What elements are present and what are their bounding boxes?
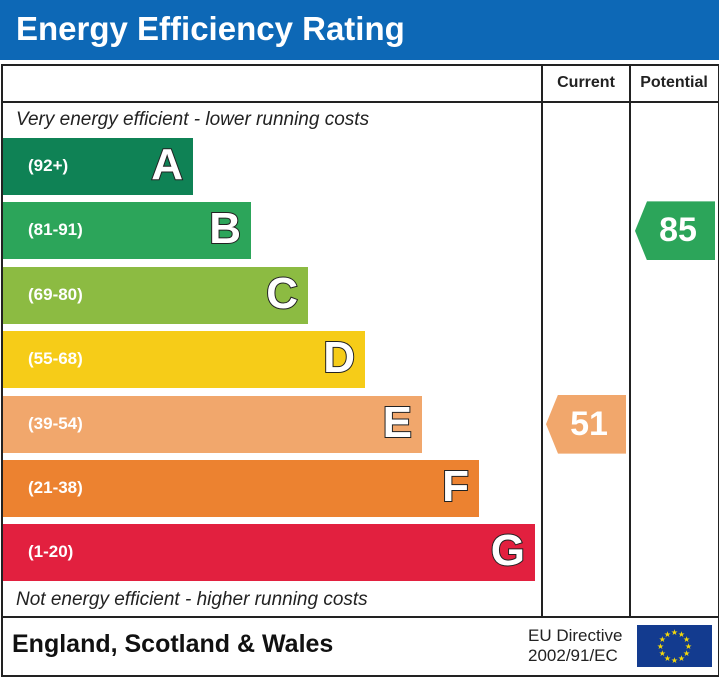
star-icon: ★ (664, 630, 671, 639)
star-icon: ★ (678, 654, 685, 663)
band-range: (21-38) (28, 478, 83, 497)
star-icon: ★ (685, 642, 692, 651)
current-rating-arrow: 51 (546, 394, 626, 454)
band-range: (69-80) (28, 284, 83, 304)
potential-rating-value: 85 (659, 211, 697, 250)
band-range: (81-91) (28, 220, 83, 240)
column-header-potential: Potential (640, 74, 708, 91)
band-letter: C (265, 268, 299, 319)
band-a: (92+) A (3, 138, 193, 195)
band-range: (1-20) (28, 542, 74, 562)
footer-divider (1, 616, 718, 618)
region-label: England, Scotland & Wales (12, 630, 334, 658)
band-g: (1-20) G (3, 524, 535, 582)
star-icon: ★ (671, 656, 678, 665)
band-letter: E (382, 397, 413, 448)
band-range: (92+) (28, 156, 69, 175)
star-icon: ★ (657, 642, 664, 651)
page-title: Energy Efficiency Rating (16, 10, 405, 47)
star-icon: ★ (671, 628, 678, 637)
band-letter: D (322, 332, 356, 383)
eu-directive: EU Directive 2002/91/EC (528, 626, 622, 666)
directive-line1: EU Directive (528, 626, 623, 645)
band-d: (55-68) D (3, 331, 365, 389)
potential-rating-arrow: 85 (635, 201, 715, 261)
star-icon: ★ (659, 635, 666, 644)
star-icon: ★ (664, 654, 671, 663)
band-f: (21-38) F (3, 460, 479, 517)
band-range: (39-54) (28, 413, 83, 433)
column-divider (541, 64, 543, 617)
column-divider (629, 64, 631, 617)
header-bar: Energy Efficiency Rating (0, 0, 719, 60)
band-c: (69-80) C (3, 266, 308, 324)
band-letter: G (490, 525, 526, 576)
bottom-note: Not energy efficient - higher running co… (16, 589, 368, 610)
band-letter: A (150, 139, 184, 190)
band-e: (39-54) E (3, 395, 422, 453)
band-letter: B (208, 203, 242, 254)
band-letter: F (441, 461, 470, 512)
top-note: Very energy efficient - lower running co… (16, 109, 370, 130)
eu-flag-icon: ★ ★ ★ ★ ★ ★ ★ ★ ★ ★ ★ ★ (637, 625, 712, 667)
star-icon: ★ (683, 635, 690, 644)
star-icon: ★ (683, 649, 690, 658)
column-header-current: Current (557, 74, 615, 91)
band-b: (81-91) B (3, 202, 251, 260)
directive-line2: 2002/91/EC (528, 646, 618, 665)
current-rating-value: 51 (570, 404, 608, 443)
header-row-divider (1, 101, 718, 103)
star-icon: ★ (659, 649, 666, 658)
star-icon: ★ (678, 630, 685, 639)
band-range: (55-68) (28, 349, 83, 369)
